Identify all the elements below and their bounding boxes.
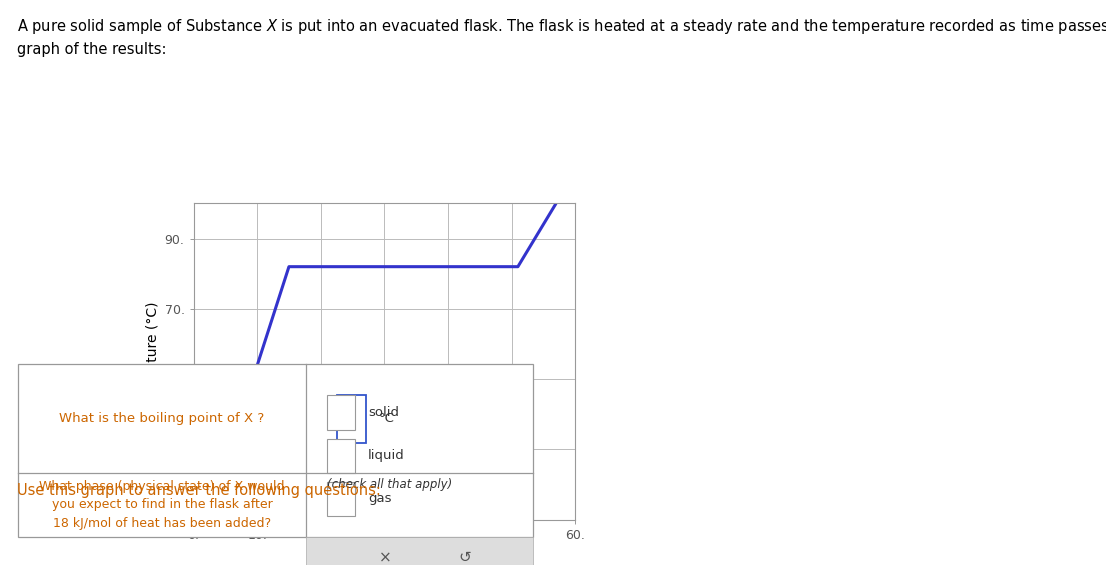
Text: (check all that apply): (check all that apply) (327, 478, 452, 491)
Bar (337, 394, 366, 443)
Bar (327, 481, 355, 516)
Text: What phase (physical state) of X would
you expect to find in the flask after
18 : What phase (physical state) of X would y… (39, 480, 284, 530)
Text: Use this graph to answer the following questions:: Use this graph to answer the following q… (17, 483, 380, 498)
Text: gas: gas (368, 492, 392, 505)
Text: liquid: liquid (368, 449, 405, 462)
Text: solid: solid (368, 406, 399, 419)
Text: ×: × (379, 550, 392, 565)
Y-axis label: temperature (°C): temperature (°C) (146, 302, 160, 421)
Text: ↺: ↺ (459, 550, 471, 565)
Text: °C: °C (378, 412, 395, 425)
Text: What is the boiling point of X ?: What is the boiling point of X ? (60, 412, 264, 425)
X-axis label: heat added (kJ/mol): heat added (kJ/mol) (315, 546, 453, 560)
Bar (327, 438, 355, 473)
Bar (327, 396, 355, 430)
Text: A pure solid sample of Substance $X$ is put into an evacuated flask. The flask i: A pure solid sample of Substance $X$ is … (17, 17, 1106, 57)
